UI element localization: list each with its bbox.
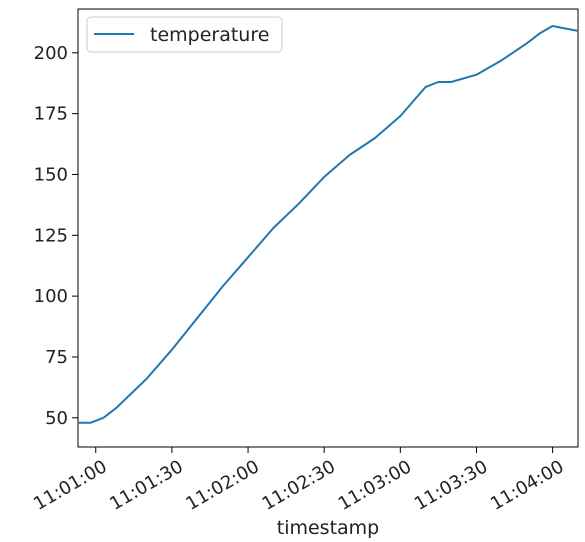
x-tick-label: 11:02:00 <box>182 456 263 515</box>
y-tick-label: 50 <box>45 408 68 429</box>
legend-box <box>86 16 283 53</box>
x-tick-label: 11:01:30 <box>106 456 187 515</box>
x-tick-label: 11:04:00 <box>487 456 568 515</box>
y-tick-label: 125 <box>34 225 68 246</box>
y-tick-label: 75 <box>45 347 68 368</box>
y-tick-label: 150 <box>34 164 68 185</box>
legend-label: temperature <box>150 24 269 46</box>
plot-area <box>77 8 579 448</box>
y-tick-label: 175 <box>34 104 68 125</box>
x-axis-label: timestamp <box>277 517 380 539</box>
x-tick-label: 11:03:30 <box>411 456 492 515</box>
y-axis: 50 75 100 125 150 175 200 <box>34 43 78 429</box>
x-axis: 11:01:0011:01:3011:02:0011:02:3011:03:00… <box>30 447 568 515</box>
y-tick-label: 200 <box>34 43 68 64</box>
y-tick-label: 100 <box>34 286 68 307</box>
x-tick-label: 11:02:30 <box>259 456 340 515</box>
x-tick-label: 11:03:00 <box>335 456 416 515</box>
temperature-line <box>78 25 579 424</box>
x-tick-label: 11:01:00 <box>30 456 111 515</box>
legend: temperature <box>86 16 283 53</box>
